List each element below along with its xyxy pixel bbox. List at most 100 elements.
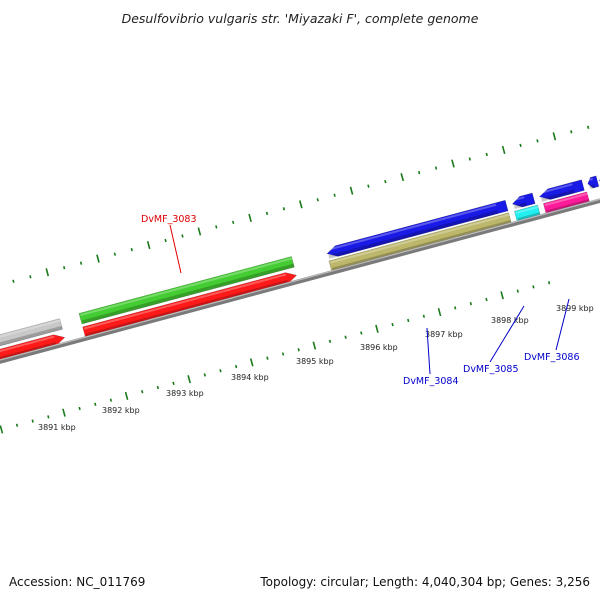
ruler-label: 3894 kbp <box>231 373 269 382</box>
ruler-tick <box>500 291 504 300</box>
ruler-tick <box>164 238 167 243</box>
ruler-tick <box>349 186 354 195</box>
gene-labels: DvMF_3083 DvMF_3084 DvMF_3085 DvMF_3086 <box>141 214 580 387</box>
ruler-tick <box>0 425 4 434</box>
ruler-tick <box>281 352 285 356</box>
ruler-tick <box>587 125 590 129</box>
ruler-tick <box>437 307 442 317</box>
ruler-tick <box>29 275 32 279</box>
ruler-tick <box>434 166 438 170</box>
ruler-tick <box>375 324 379 333</box>
ruler-tick <box>297 348 300 352</box>
ruler-tick <box>422 314 426 318</box>
ruler-tick <box>532 285 535 289</box>
genome-backbone-highlight <box>0 182 600 381</box>
ruler-label: 3897 kbp <box>425 330 463 339</box>
ruler-tick <box>12 279 15 283</box>
map-title: Desulfovibrio vulgaris str. 'Miyazaki F'… <box>122 11 479 26</box>
genome-backbone <box>0 182 600 384</box>
gene-blue-1[interactable] <box>326 199 509 259</box>
ruler-tick <box>407 318 410 323</box>
ruler-tick <box>146 240 151 250</box>
ruler-tick <box>312 341 317 350</box>
ruler-tick <box>547 281 551 285</box>
ruler-tick <box>536 139 539 143</box>
ruler-tick <box>203 373 206 377</box>
ruler-tick <box>181 234 184 238</box>
ruler-tick <box>299 200 303 209</box>
gene-red-1[interactable] <box>0 332 66 381</box>
gene-label-leader <box>426 327 431 375</box>
ruler-label: 3891 kbp <box>38 423 76 432</box>
ruler-tick <box>391 322 394 327</box>
gene-gray[interactable] <box>0 318 63 368</box>
ruler-label: 3893 kbp <box>166 389 204 398</box>
ruler-tick <box>501 145 506 154</box>
gene-label[interactable]: DvMF_3086 <box>524 352 580 363</box>
ruler-tick <box>485 152 488 157</box>
ruler-tick <box>400 173 405 182</box>
ruler-tick <box>316 198 319 202</box>
ruler-tick <box>468 157 472 161</box>
gene-label-leader <box>489 305 525 363</box>
ruler-tick <box>451 159 455 168</box>
ruler-tick <box>552 132 557 141</box>
ruler-tick <box>96 254 100 263</box>
ruler-tick <box>454 306 457 310</box>
ruler-tick <box>187 375 191 384</box>
ruler-tick <box>384 179 387 184</box>
ruler-tick <box>360 331 363 335</box>
ruler-tick <box>31 419 34 423</box>
tick-marks <box>0 125 590 434</box>
ruler-tick <box>248 213 252 222</box>
ruler-tick <box>367 184 370 188</box>
ruler-tick <box>113 252 117 256</box>
ruler-label: 3896 kbp <box>360 343 398 352</box>
gene-dvmf-3083[interactable] <box>78 256 295 325</box>
ruler-label: 3899 kbp <box>556 304 594 313</box>
ruler-tick <box>94 402 97 406</box>
accession-text: Accession: NC_011769 <box>9 575 145 589</box>
ruler-tick <box>62 408 66 417</box>
ruler-tick <box>124 391 129 400</box>
ruler-label: 3892 kbp <box>102 406 140 415</box>
ruler-tick <box>485 297 488 302</box>
ruler-label: 3898 kbp <box>491 316 529 325</box>
gene-label[interactable]: DvMF_3085 <box>463 364 519 375</box>
ruler-tick <box>519 143 522 148</box>
gene-blue-4[interactable] <box>586 175 600 189</box>
ruler-tick <box>249 358 254 367</box>
ruler-tick <box>47 415 50 419</box>
gene-label-leader <box>169 224 182 274</box>
ruler-label: 3895 kbp <box>296 357 334 366</box>
ruler-tick <box>130 247 133 252</box>
ruler-tick <box>156 385 160 390</box>
genome-summary-text: Topology: circular; Length: 4,040,304 bp… <box>259 575 590 589</box>
ruler-tick <box>282 207 286 211</box>
ruler-tick <box>265 211 269 215</box>
ruler-tick <box>15 423 19 427</box>
genome-track <box>0 125 600 434</box>
ruler-tick <box>219 369 222 373</box>
ruler-tick <box>232 220 235 225</box>
ruler-tick <box>79 261 83 265</box>
ruler-tick <box>344 335 347 339</box>
ruler-tick <box>328 339 332 344</box>
ruler-tick <box>266 356 269 360</box>
ruler-tick <box>333 193 336 197</box>
ruler-tick <box>417 170 421 175</box>
gene-blue-3[interactable] <box>538 179 585 202</box>
ruler-tick <box>516 289 519 293</box>
gene-label[interactable]: DvMF_3084 <box>403 376 459 387</box>
ruler-labels: 3891 kbp 3892 kbp 3893 kbp 3894 kbp 3895 kbp… <box>38 304 594 432</box>
gene-blue-2[interactable] <box>511 192 536 210</box>
ruler-tick <box>45 268 50 277</box>
ruler-tick <box>234 364 238 369</box>
ruler-tick <box>109 398 113 402</box>
ruler-tick <box>141 390 144 394</box>
gene-label[interactable]: DvMF_3083 <box>141 214 197 225</box>
ruler-tick <box>570 130 573 134</box>
ruler-tick <box>215 225 218 229</box>
ruler-tick <box>197 227 202 236</box>
